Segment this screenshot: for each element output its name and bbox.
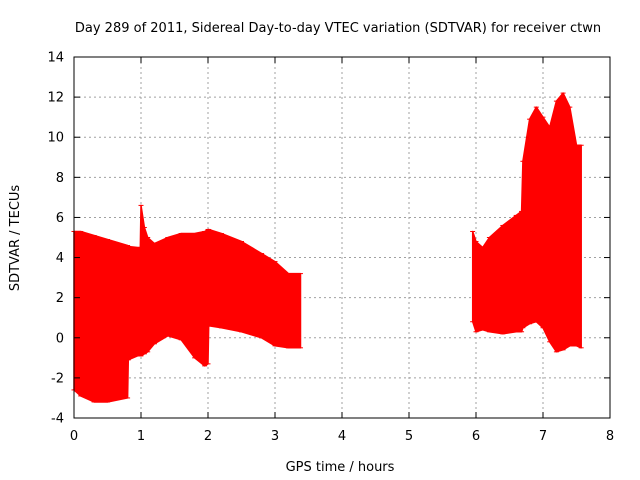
- x-tick-label: 3: [271, 429, 279, 444]
- x-tick-label: 0: [70, 429, 78, 444]
- y-tick-label: 0: [56, 331, 64, 346]
- data-series: [71, 92, 584, 403]
- y-tick-label: 4: [56, 251, 64, 266]
- series-group-2: [470, 92, 584, 353]
- x-tick-label: 2: [204, 429, 212, 444]
- x-tick-label: 8: [606, 429, 614, 444]
- y-tick-label: 8: [56, 171, 64, 186]
- x-tick-label: 6: [472, 429, 480, 444]
- x-tick-label: 5: [405, 429, 413, 444]
- y-tick-label: 12: [47, 91, 64, 106]
- x-tick-label: 7: [539, 429, 547, 444]
- y-tick-label: -2: [51, 371, 64, 386]
- x-tick-label: 4: [338, 429, 346, 444]
- y-axis-label: SDTVAR / TECUs: [8, 185, 23, 292]
- x-tick-label: 1: [137, 429, 145, 444]
- y-tick-label: -4: [51, 412, 64, 427]
- y-tick-label: 14: [47, 51, 64, 66]
- y-tick-label: 2: [56, 291, 64, 306]
- y-tick-label: 10: [47, 131, 64, 146]
- chart-title: Day 289 of 2011, Sidereal Day-to-day VTE…: [75, 21, 601, 36]
- y-tick-label: 6: [56, 211, 64, 226]
- series-band: [73, 204, 302, 403]
- x-axis-label: GPS time / hours: [286, 460, 395, 475]
- series-band: [471, 92, 582, 353]
- series-group-1: [71, 204, 303, 403]
